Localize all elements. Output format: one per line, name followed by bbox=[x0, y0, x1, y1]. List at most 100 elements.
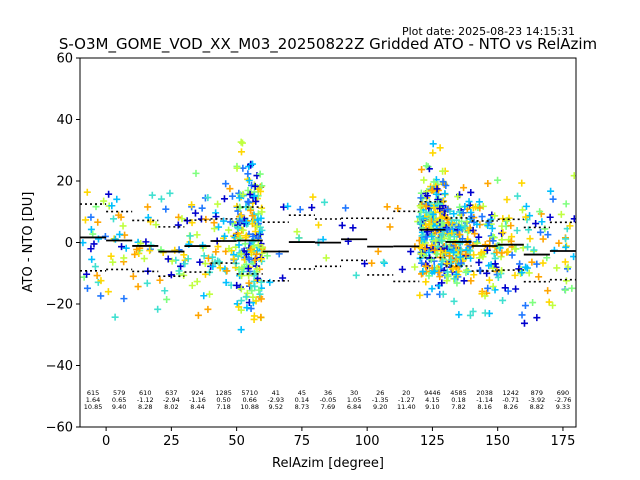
bin-std-label: 7.82 bbox=[451, 403, 465, 411]
data-point bbox=[514, 192, 522, 200]
data-point bbox=[222, 180, 230, 188]
data-point bbox=[94, 218, 102, 226]
data-point bbox=[518, 269, 526, 277]
data-point bbox=[193, 231, 201, 239]
bin-mean-label: -3.92 bbox=[528, 396, 545, 404]
bin-count-label: 20 bbox=[402, 389, 410, 397]
data-point bbox=[485, 218, 493, 226]
data-point bbox=[368, 259, 376, 267]
data-point bbox=[90, 240, 98, 248]
data-point bbox=[522, 263, 530, 271]
data-point bbox=[215, 223, 223, 231]
data-point bbox=[466, 311, 474, 319]
data-point bbox=[416, 202, 424, 210]
data-point bbox=[529, 299, 537, 307]
data-point bbox=[452, 270, 460, 278]
data-point bbox=[484, 284, 492, 292]
data-point bbox=[539, 235, 547, 243]
x-tick-label: 25 bbox=[163, 434, 180, 449]
data-point bbox=[442, 182, 450, 190]
data-point bbox=[94, 235, 102, 243]
data-point bbox=[178, 215, 186, 223]
data-point bbox=[485, 262, 493, 270]
bin-mean-label: -1.12 bbox=[137, 396, 154, 404]
data-point bbox=[196, 258, 204, 266]
data-point bbox=[256, 223, 264, 231]
data-point bbox=[467, 188, 475, 196]
data-point bbox=[526, 235, 534, 243]
data-point bbox=[254, 210, 262, 218]
data-point bbox=[420, 176, 428, 184]
data-point bbox=[83, 188, 91, 196]
data-point bbox=[279, 274, 287, 282]
data-point bbox=[221, 232, 229, 240]
data-point bbox=[239, 190, 247, 198]
data-point bbox=[436, 205, 444, 213]
data-point bbox=[455, 231, 463, 239]
bin-mean-label: -1.14 bbox=[476, 396, 493, 404]
bin-std-label: 10.88 bbox=[240, 403, 259, 411]
y-tick-label: 0 bbox=[65, 236, 73, 251]
data-point bbox=[223, 267, 231, 275]
data-point bbox=[430, 267, 438, 275]
data-point bbox=[462, 250, 470, 258]
data-point bbox=[425, 249, 433, 257]
bin-count-label: 30 bbox=[350, 389, 358, 397]
y-tick-label: 20 bbox=[56, 175, 73, 190]
data-point bbox=[186, 232, 194, 240]
bin-std-label: 8.73 bbox=[295, 403, 309, 411]
bin-std-label: 9.52 bbox=[269, 403, 283, 411]
x-axis-label: RelAzim [degree] bbox=[272, 456, 384, 471]
data-point bbox=[450, 210, 458, 218]
data-point bbox=[111, 313, 119, 321]
data-point bbox=[308, 204, 316, 212]
data-point bbox=[423, 290, 431, 298]
data-point bbox=[148, 191, 156, 199]
data-point bbox=[422, 262, 430, 270]
data-point bbox=[164, 255, 172, 263]
bin-mean-label: 0.66 bbox=[242, 396, 256, 404]
data-point bbox=[494, 176, 502, 184]
data-point bbox=[499, 229, 507, 237]
data-point bbox=[236, 217, 244, 225]
data-point bbox=[293, 228, 301, 236]
bin-std-label: 6.84 bbox=[347, 403, 361, 411]
data-point bbox=[181, 260, 189, 268]
data-point bbox=[146, 247, 154, 255]
data-point bbox=[432, 249, 440, 257]
bin-mean-label: -2.76 bbox=[555, 396, 572, 404]
bin-std-label: 9.10 bbox=[425, 403, 439, 411]
data-point bbox=[250, 192, 258, 200]
bin-count-label: 36 bbox=[324, 389, 332, 397]
data-point bbox=[541, 225, 549, 233]
data-point bbox=[441, 190, 449, 198]
data-point bbox=[416, 291, 424, 299]
data-point bbox=[237, 285, 245, 293]
data-point bbox=[430, 204, 438, 212]
bin-mean-label: 0.50 bbox=[216, 396, 230, 404]
data-point bbox=[184, 255, 192, 263]
data-point bbox=[131, 250, 139, 258]
data-point bbox=[244, 265, 252, 273]
bin-mean-label: -2.94 bbox=[163, 396, 180, 404]
data-point bbox=[240, 263, 248, 271]
data-point bbox=[553, 264, 561, 272]
data-point bbox=[144, 203, 152, 211]
data-point bbox=[245, 271, 253, 279]
bin-count-label: 45 bbox=[298, 389, 306, 397]
data-point bbox=[236, 204, 244, 212]
data-point bbox=[233, 164, 241, 172]
data-point bbox=[259, 244, 267, 252]
bin-std-label: 8.26 bbox=[503, 403, 517, 411]
data-point bbox=[549, 301, 557, 309]
data-point bbox=[97, 292, 105, 300]
data-point bbox=[253, 172, 261, 180]
data-point bbox=[522, 213, 530, 221]
data-point bbox=[80, 239, 87, 247]
data-point bbox=[258, 182, 266, 190]
y-tick-label: −60 bbox=[46, 421, 73, 436]
data-point bbox=[562, 235, 570, 243]
data-point bbox=[471, 230, 479, 238]
data-point bbox=[461, 222, 469, 230]
data-point bbox=[192, 169, 200, 177]
